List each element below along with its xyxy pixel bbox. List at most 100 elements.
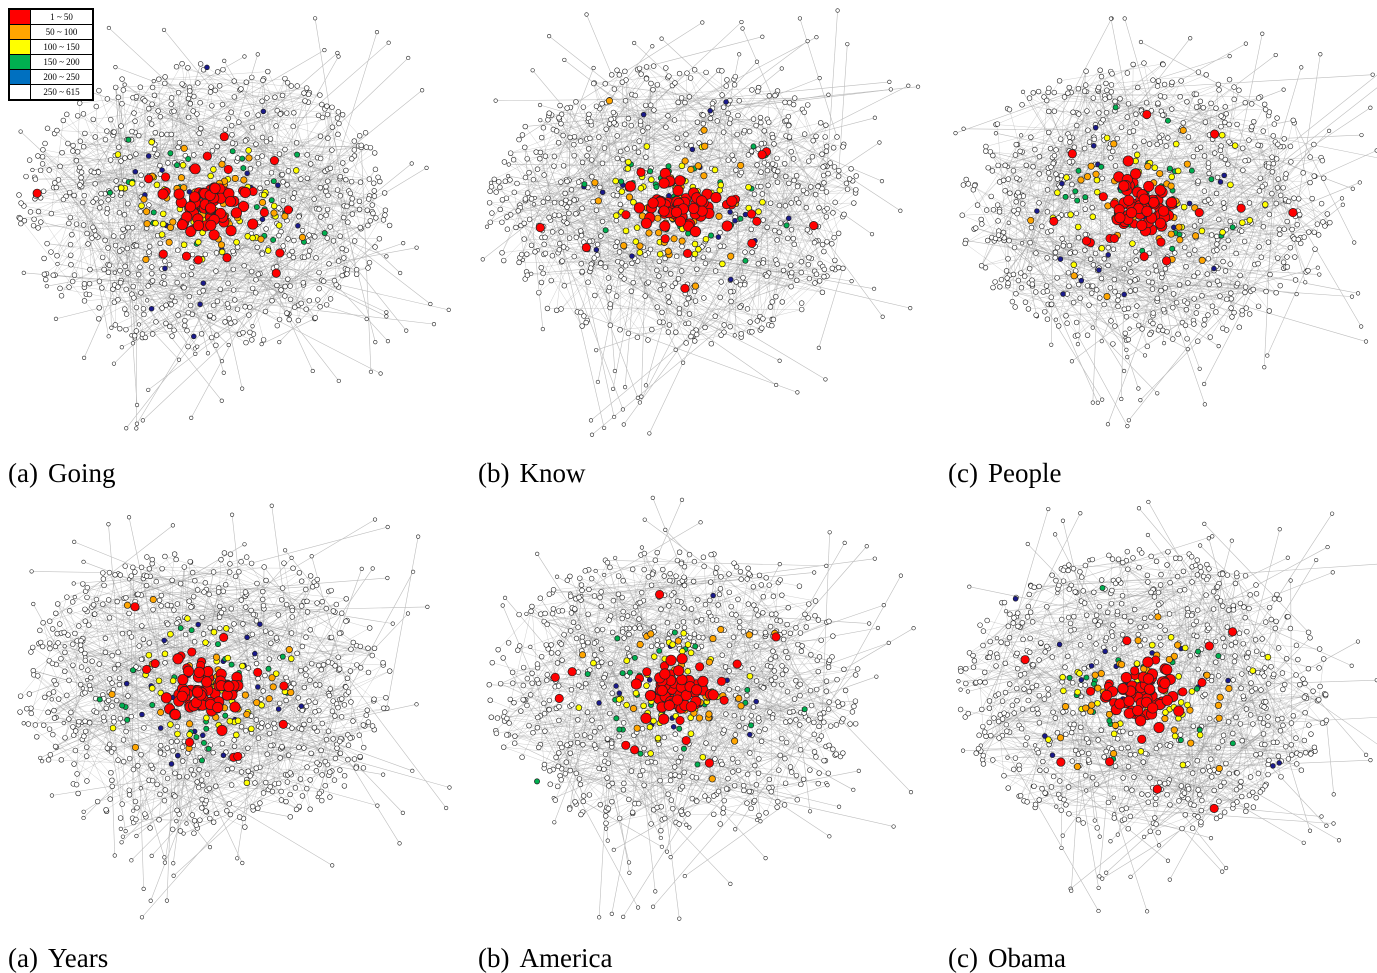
graph-node — [805, 39, 810, 44]
graph-node — [1017, 148, 1023, 154]
graph-node — [1036, 171, 1042, 177]
graph-node — [1185, 347, 1190, 352]
graph-node — [654, 82, 661, 88]
graph-edge — [685, 122, 821, 294]
graph-node — [1099, 339, 1104, 344]
graph-node — [823, 377, 828, 382]
graph-node — [249, 74, 255, 81]
graph-node — [1269, 190, 1275, 197]
graph-node — [26, 157, 33, 163]
graph-edge — [151, 281, 240, 335]
graph-node — [790, 101, 797, 108]
graph-node — [588, 418, 594, 423]
graph-node — [231, 78, 237, 84]
graph-node — [708, 341, 715, 347]
graph-node — [269, 297, 275, 304]
ranked-node — [1074, 223, 1082, 231]
graph-node — [757, 114, 764, 121]
graph-edge — [28, 723, 147, 817]
graph-node — [758, 119, 764, 126]
graph-edge — [588, 282, 742, 338]
node-layer — [953, 16, 1377, 429]
graph-node — [1259, 183, 1266, 190]
graph-node — [1002, 188, 1008, 194]
graph-node — [91, 169, 97, 176]
graph-node — [1326, 128, 1332, 133]
ranked-node — [670, 206, 682, 218]
graph-node — [1102, 96, 1108, 102]
graph-node — [816, 205, 822, 211]
graph-node — [650, 86, 656, 93]
graph-node — [649, 326, 655, 333]
graph-node — [1044, 255, 1050, 261]
ranked-node — [629, 253, 635, 259]
graph-node — [209, 334, 215, 341]
graph-node — [727, 323, 733, 330]
graph-edge — [656, 270, 687, 344]
graph-edge — [1196, 107, 1318, 225]
graph-node — [1222, 104, 1228, 110]
graph-node — [848, 166, 854, 172]
graph-edge — [126, 289, 240, 335]
graph-edge — [193, 96, 283, 175]
graph-node — [124, 245, 131, 252]
graph-node — [566, 235, 573, 241]
graph-edge — [657, 84, 678, 139]
graph-node — [606, 284, 613, 291]
graph-node — [1006, 106, 1013, 113]
graph-node — [276, 232, 282, 239]
graph-node — [691, 288, 698, 295]
graph-edge — [1098, 74, 1373, 92]
graph-node — [769, 322, 775, 329]
graph-node — [119, 345, 124, 350]
graph-node — [829, 241, 835, 247]
graph-node — [1139, 326, 1145, 332]
graph-node — [740, 26, 745, 31]
graph-edge — [620, 324, 670, 330]
graph-node — [1306, 229, 1312, 235]
graph-node — [196, 130, 202, 136]
graph-node — [106, 25, 112, 31]
graph-edge — [183, 252, 217, 288]
graph-node — [566, 210, 572, 217]
ranked-node — [202, 151, 212, 161]
graph-edge — [114, 92, 179, 133]
ranked-node — [691, 240, 699, 248]
graph-node — [620, 156, 626, 163]
graph-node — [301, 90, 307, 96]
ranked-node — [117, 184, 125, 192]
graph-node — [829, 265, 836, 272]
graph-edge — [42, 163, 310, 301]
graph-node — [104, 210, 110, 216]
graph-node — [372, 244, 378, 250]
graph-edge — [1198, 181, 1328, 215]
graph-node — [810, 137, 816, 144]
graph-node — [978, 216, 984, 223]
graph-edge — [1111, 84, 1198, 184]
graph-node — [1228, 296, 1235, 302]
ranked-node — [621, 210, 631, 220]
graph-node — [718, 332, 724, 338]
graph-node — [1097, 295, 1103, 301]
graph-node — [960, 182, 967, 188]
graph-node — [750, 116, 757, 122]
ranked-node — [260, 191, 268, 199]
graph-edge — [51, 779, 150, 796]
graph-node — [349, 196, 355, 202]
ranked-node — [270, 209, 278, 217]
graph-node — [96, 278, 103, 285]
graph-node — [1216, 87, 1222, 93]
graph-node — [1238, 228, 1245, 234]
graph-node — [284, 80, 291, 86]
graph-node — [1012, 304, 1018, 310]
graph-node — [149, 101, 155, 107]
graph-node — [240, 329, 246, 336]
graph-edge — [1104, 198, 1295, 259]
graph-node — [279, 171, 285, 178]
graph-node — [776, 229, 783, 235]
graph-node — [69, 231, 75, 238]
graph-node — [840, 144, 846, 150]
graph-node — [336, 54, 341, 59]
graph-edge — [89, 269, 335, 281]
graph-node — [1275, 141, 1281, 148]
